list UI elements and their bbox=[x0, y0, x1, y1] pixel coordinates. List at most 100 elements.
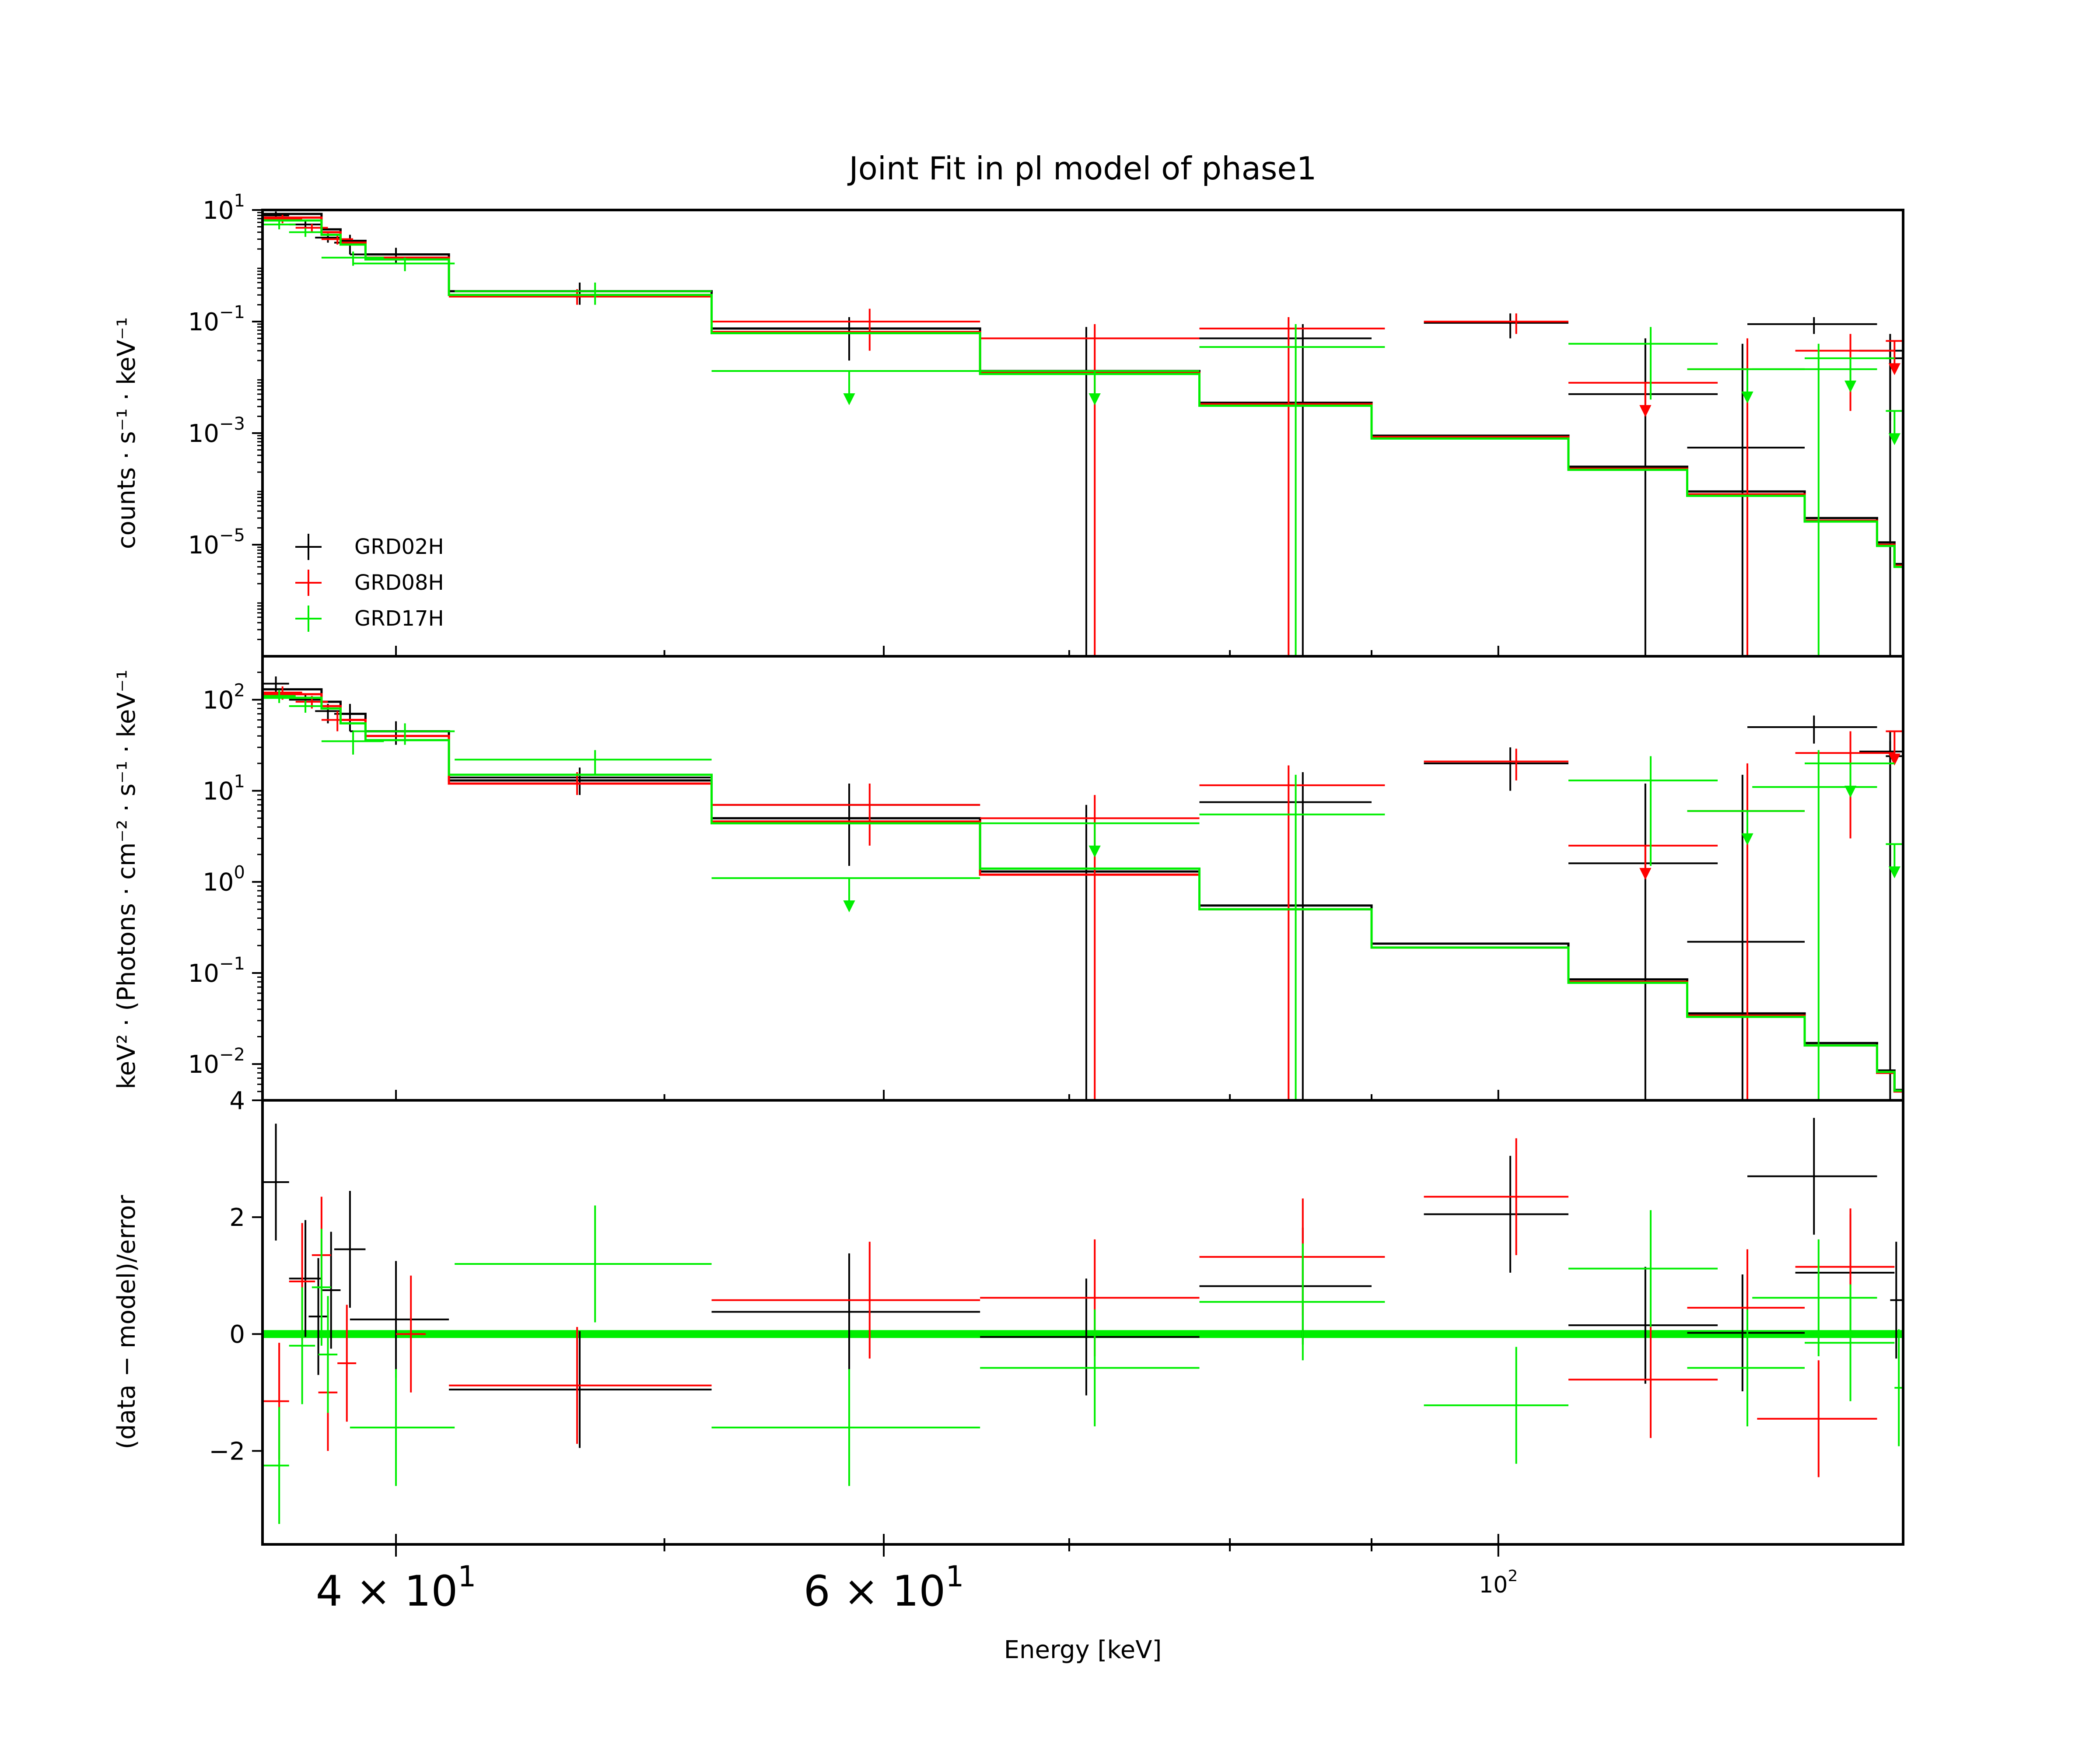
data-point bbox=[1199, 324, 1372, 656]
counts-clipped-marks bbox=[262, 211, 1903, 656]
residuals-clipped-marks bbox=[262, 1118, 1903, 1524]
legend-label-grd08h: GRD08H bbox=[354, 570, 444, 595]
data-point bbox=[321, 234, 354, 245]
data-point bbox=[1747, 1118, 1877, 1235]
y-tick-label: 10−1 bbox=[188, 302, 245, 336]
data-point bbox=[1568, 784, 1718, 1100]
upper-limit-arrowhead bbox=[1088, 845, 1101, 858]
y-tick-base: 10 bbox=[203, 868, 234, 897]
legend-item-grd08h: GRD08H bbox=[295, 570, 444, 596]
residuals-panel: 4 2 0 −2 (data − model)/error bbox=[112, 1087, 1904, 1546]
y-tick-base: 10 bbox=[203, 686, 234, 714]
data-point bbox=[262, 220, 296, 230]
data-point bbox=[321, 1232, 341, 1349]
data-point bbox=[1568, 1210, 1718, 1327]
x-tick-label: 6 × 101 bbox=[804, 1560, 964, 1616]
upper-limit-arrowhead bbox=[1639, 405, 1652, 417]
data-point bbox=[289, 1220, 322, 1337]
data-point bbox=[1757, 1360, 1877, 1477]
x-tick-exponent: 2 bbox=[1508, 1567, 1518, 1585]
counts-y-axis-label: counts · s⁻¹ · keV⁻¹ bbox=[112, 317, 141, 549]
x-tick-exponent: 1 bbox=[458, 1560, 476, 1593]
data-point bbox=[262, 1407, 289, 1524]
data-point bbox=[350, 1369, 455, 1486]
data-point bbox=[1424, 1347, 1568, 1464]
upper-limit-arrowhead bbox=[1844, 380, 1857, 393]
data-point bbox=[449, 1327, 712, 1444]
legend-item-grd02h: GRD02H bbox=[295, 534, 444, 560]
data-point bbox=[1568, 1321, 1718, 1438]
y-tick-exponent: −1 bbox=[219, 302, 245, 322]
upper-limit-arrowhead bbox=[1888, 866, 1900, 878]
upper-limit-arrowhead bbox=[1741, 833, 1754, 845]
upper-limit-arrowhead bbox=[1844, 785, 1857, 798]
data-point bbox=[1568, 756, 1718, 866]
data-point bbox=[318, 1296, 338, 1413]
y-tick-base: 10 bbox=[188, 308, 219, 336]
data-point bbox=[337, 1305, 357, 1422]
data-point bbox=[396, 1275, 426, 1393]
data-point bbox=[1199, 774, 1385, 1100]
data-point bbox=[1424, 747, 1568, 791]
x-axis-ticks: 4 × 101 6 × 101 102 bbox=[316, 1544, 1518, 1616]
x-tick-label: 102 bbox=[1479, 1567, 1518, 1598]
data-point bbox=[980, 805, 1200, 1100]
upper-limit-arrowhead bbox=[1639, 868, 1652, 880]
data-point bbox=[455, 1205, 712, 1323]
data-point bbox=[321, 731, 384, 755]
upper-limit-arrowhead bbox=[1888, 753, 1900, 766]
data-point bbox=[353, 257, 455, 271]
y-tick-label: 101 bbox=[203, 191, 245, 225]
data-point bbox=[289, 1287, 315, 1404]
data-point bbox=[449, 1331, 712, 1448]
x-tick-label: 4 × 101 bbox=[316, 1560, 476, 1616]
data-point bbox=[334, 1191, 366, 1308]
y-tick-label: 0 bbox=[229, 1320, 245, 1349]
y-tick-label: 100 bbox=[203, 863, 245, 897]
data-point bbox=[1199, 317, 1385, 656]
y-tick-label: 10−2 bbox=[188, 1045, 245, 1079]
x-axis-label: Energy [keV] bbox=[1004, 1636, 1162, 1664]
data-point bbox=[1752, 750, 1877, 1100]
residuals-panel-frame bbox=[261, 1099, 1904, 1546]
y-tick-base: 10 bbox=[203, 196, 234, 225]
data-point bbox=[1568, 327, 1718, 400]
y-tick-exponent: −1 bbox=[219, 954, 245, 974]
data-point bbox=[1199, 1243, 1385, 1361]
data-point bbox=[289, 700, 322, 713]
y-tick-label: 101 bbox=[203, 772, 245, 806]
y-tick-exponent: −5 bbox=[219, 525, 245, 546]
data-point bbox=[1894, 1329, 1903, 1446]
data-point bbox=[1687, 774, 1805, 1100]
data-point bbox=[350, 1261, 449, 1378]
upper-limit-arrowhead bbox=[1088, 393, 1101, 406]
y-tick-exponent: −3 bbox=[219, 414, 245, 434]
data-point bbox=[262, 214, 302, 224]
data-point bbox=[449, 767, 712, 795]
data-point bbox=[1886, 730, 1903, 766]
data-point bbox=[353, 723, 455, 745]
upper-limit-arrowhead bbox=[843, 900, 855, 913]
data-point bbox=[1687, 1274, 1805, 1392]
y-tick-label: 10−1 bbox=[188, 954, 245, 988]
data-point bbox=[1424, 1155, 1568, 1273]
eeufspec-panel-marks bbox=[262, 676, 1903, 1100]
data-point bbox=[262, 1124, 289, 1241]
y-tick-base: 10 bbox=[203, 777, 234, 806]
data-point bbox=[1687, 1309, 1805, 1427]
data-point bbox=[1424, 313, 1568, 339]
x-tick-mantissa: 6 × 10 bbox=[804, 1567, 946, 1616]
y-tick-exponent: 2 bbox=[234, 680, 245, 700]
data-point bbox=[1804, 1284, 1895, 1401]
residuals-panel-marks bbox=[262, 1118, 1903, 1524]
data-point bbox=[1886, 410, 1903, 445]
y-tick-label: 4 bbox=[229, 1087, 245, 1115]
data-point bbox=[455, 750, 712, 775]
data-point bbox=[308, 1258, 328, 1375]
y-tick-exponent: 1 bbox=[234, 191, 245, 211]
data-point bbox=[1199, 772, 1372, 1100]
y-tick-base: 10 bbox=[188, 1050, 219, 1079]
upper-limit-arrowhead bbox=[1888, 363, 1900, 375]
